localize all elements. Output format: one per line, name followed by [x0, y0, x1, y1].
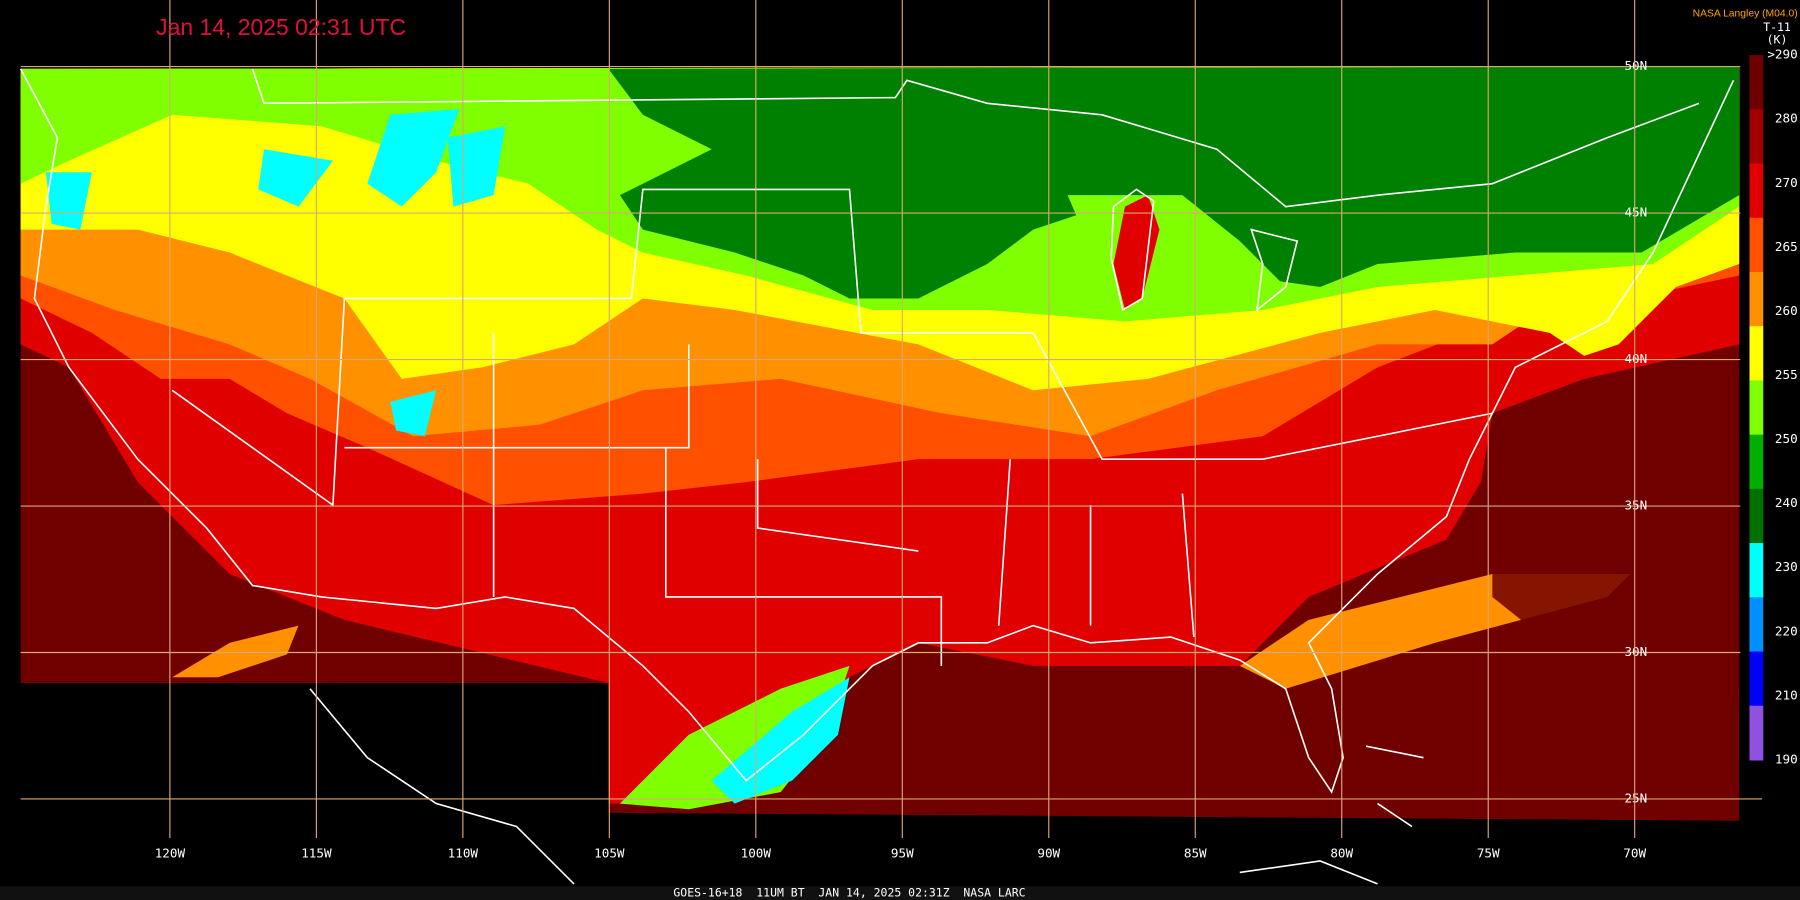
colorbar-segment: [1749, 217, 1764, 273]
graticule: 50N 45N 40N 35N 30N 25N 120W 115W 110W 105W 100W 95…: [20, 0, 1763, 861]
longitude-label: 105W: [594, 846, 625, 861]
longitude-label: 115W: [301, 846, 332, 861]
source-label: NASA Langley (M04.0): [1693, 9, 1798, 20]
colorbar-segment: [1749, 705, 1764, 761]
colorbar-label: 280: [1775, 111, 1798, 126]
colorbar-segment: [1749, 55, 1764, 110]
longitude-label: 80W: [1330, 846, 1353, 861]
longitude-label: 90W: [1037, 846, 1060, 861]
colorbar-label: 240: [1775, 495, 1798, 510]
latitude-label: 35N: [1624, 498, 1647, 513]
colorbar-label: 250: [1775, 431, 1798, 446]
longitude-label: 110W: [448, 846, 479, 861]
latitude-label: 30N: [1624, 644, 1647, 659]
imagery: [20, 66, 1740, 821]
colorbar-segment: [1749, 651, 1764, 707]
colorbar-segment: [1749, 163, 1764, 219]
longitude-label: 95W: [891, 846, 914, 861]
colorbar-segment: [1749, 326, 1764, 381]
colorbar-label: 220: [1775, 623, 1798, 638]
latitude-label: 25N: [1624, 790, 1647, 805]
colorbar-segment: [1749, 380, 1764, 436]
colorbar-segment: [1749, 434, 1764, 490]
latitude-label: 50N: [1624, 58, 1647, 73]
colorbar-segment: [1749, 488, 1764, 544]
colorbar-label: 270: [1775, 175, 1798, 190]
colorbar-segment: [1749, 109, 1764, 165]
colorbar-label: 260: [1775, 303, 1798, 318]
colorbar-label: 190: [1775, 751, 1798, 766]
colorbar-label: >290: [1767, 47, 1797, 62]
timestamp: Jan 14, 2025 02:31 UTC: [156, 14, 406, 40]
latitude-label: 40N: [1624, 351, 1647, 366]
longitude-label: 70W: [1623, 846, 1646, 861]
colorbar-unit: (K): [1767, 33, 1788, 47]
longitude-label: 100W: [741, 846, 772, 861]
colorbar-title: T-11: [1763, 20, 1791, 34]
longitude-label: 120W: [155, 846, 186, 861]
colorbar: >290 280 270 265 260 255 250 240 230 220 210 190: [1749, 47, 1798, 766]
colorbar-segment: [1749, 543, 1764, 598]
latitude-label: 45N: [1624, 205, 1647, 220]
colorbar-segment: [1749, 597, 1764, 653]
colorbar-label: 210: [1775, 687, 1798, 702]
colorbar-segment: [1749, 271, 1764, 327]
colorbar-label: 265: [1775, 239, 1798, 254]
footer-bar: [0, 886, 1800, 900]
colorbar-label: 255: [1775, 367, 1798, 382]
longitude-label: 75W: [1477, 846, 1500, 861]
colorbar-label: 230: [1775, 559, 1798, 574]
longitude-label: 85W: [1184, 846, 1207, 861]
borders: [19, 68, 1735, 885]
footer: GOES-16+18 11UM BT JAN 14, 2025 02:31Z N…: [673, 886, 1025, 900]
colorbar-panel: [1740, 45, 1800, 783]
